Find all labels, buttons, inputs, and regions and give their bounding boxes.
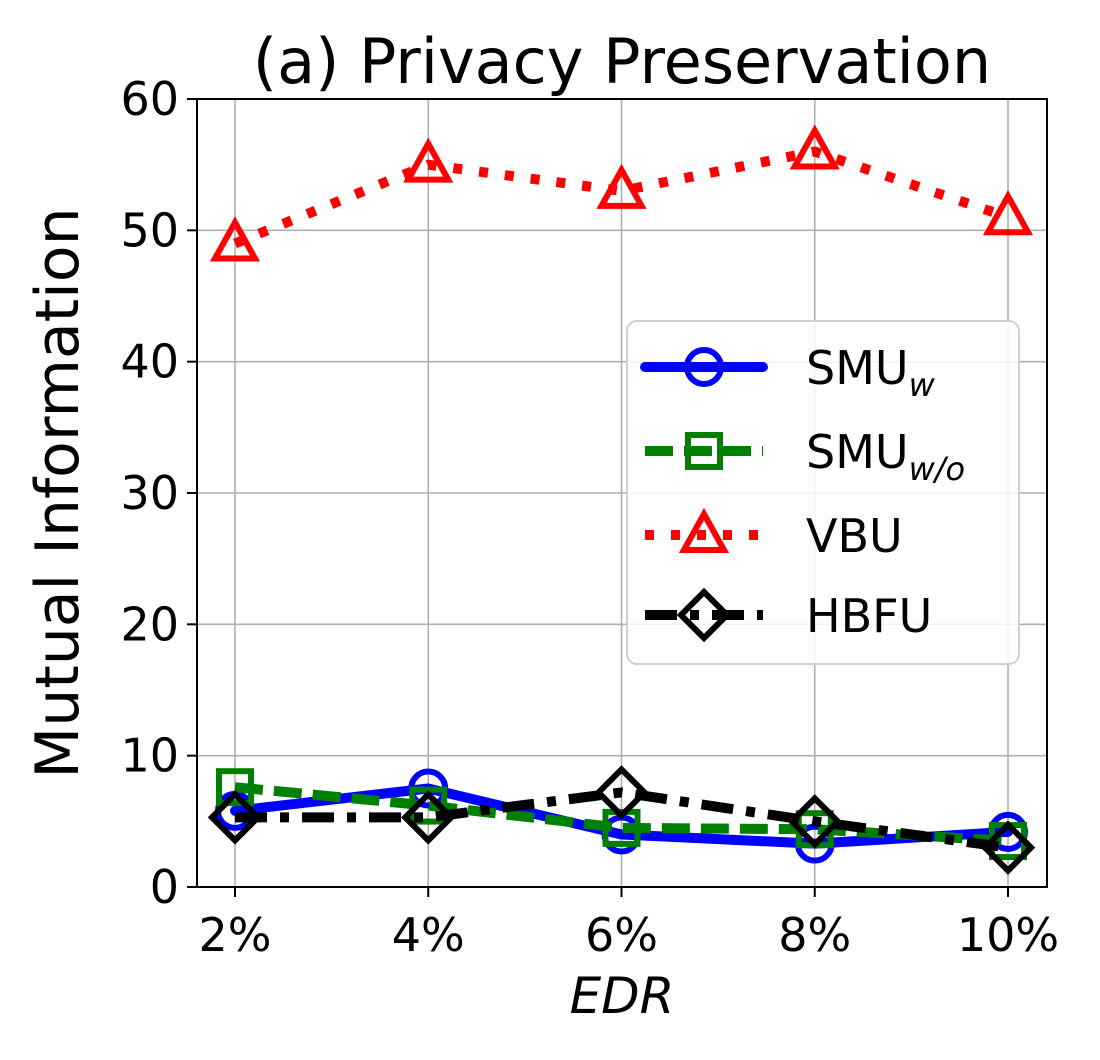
data-point <box>787 794 842 849</box>
data-point <box>209 216 261 262</box>
legend-marker <box>685 432 723 470</box>
data-point <box>216 768 254 807</box>
legend-item: SMUw/o <box>645 425 965 488</box>
x-tick-label: 8% <box>778 908 851 962</box>
legend-box <box>626 320 1020 665</box>
data-point <box>403 137 454 183</box>
y-tick-label: 50 <box>120 203 179 257</box>
data-point <box>982 190 1034 236</box>
series-hbfu <box>207 765 1036 875</box>
y-axis-label: Mutual Information <box>23 207 93 778</box>
data-point <box>789 124 840 170</box>
series-line <box>235 787 1009 853</box>
data-point <box>207 790 263 845</box>
x-tick-label: 6% <box>585 908 658 962</box>
legend-label: VBU <box>806 509 903 563</box>
legend-label: SMUw <box>806 341 936 404</box>
x-axis-label: EDR <box>570 967 675 1025</box>
y-tick-label: 60 <box>120 72 179 126</box>
x-tick-label: 4% <box>392 908 465 962</box>
x-tick-label: 10% <box>957 908 1059 962</box>
y-axis-ticks: 0 10 20 30 40 50 60 <box>120 72 197 914</box>
series-vbu <box>209 124 1034 262</box>
y-tick-label: 40 <box>120 335 179 389</box>
x-tick-label: 2% <box>199 908 272 962</box>
legend-marker <box>684 347 724 387</box>
legend-item: SMUw <box>640 341 936 404</box>
y-tick-label: 10 <box>120 729 179 783</box>
legend-item: VBU <box>645 507 903 563</box>
y-tick-label: 20 <box>120 597 179 651</box>
legend-label: SMUw/o <box>806 425 965 488</box>
data-point <box>980 820 1036 875</box>
legend-marker <box>676 587 732 643</box>
legend: SMUw SMUw/o VBU HBFU <box>626 320 1020 665</box>
chart-title: (a) Privacy Preservation <box>253 25 991 98</box>
x-axis-ticks: 2% 4% 6% 8% 10% <box>199 887 1059 962</box>
data-point <box>594 765 649 820</box>
data-point <box>596 163 647 209</box>
legend-marker <box>678 507 730 553</box>
data-point <box>409 786 448 825</box>
y-tick-label: 30 <box>120 466 179 520</box>
legend-item: HBFU <box>645 587 932 643</box>
legend-label: HBFU <box>806 589 932 643</box>
series-layer <box>207 124 1036 875</box>
data-point <box>401 790 456 845</box>
y-tick-label: 0 <box>150 860 179 914</box>
